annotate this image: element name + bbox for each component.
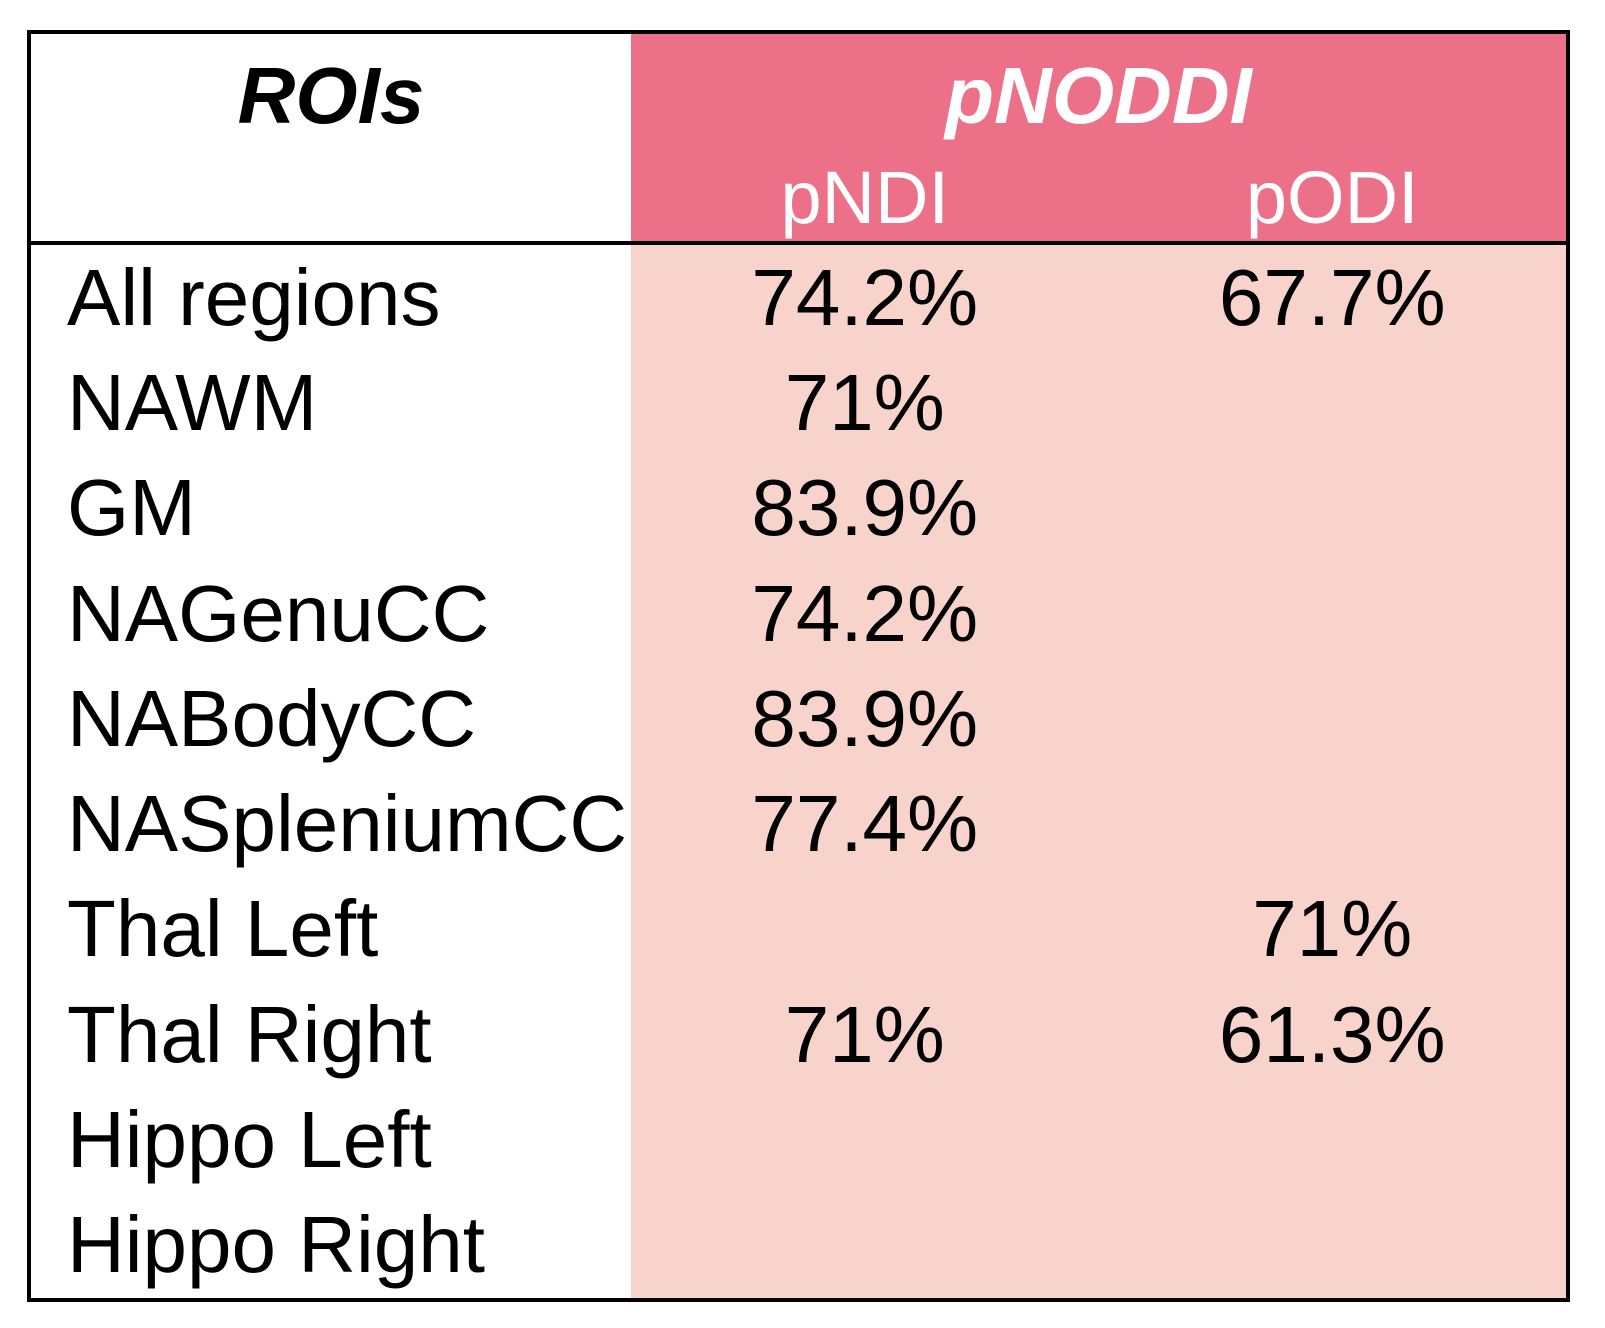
table-row: GM 83.9% [31, 455, 1566, 561]
roi-label: NABodyCC [31, 678, 631, 759]
table-row: Thal Left 71% [31, 876, 1566, 983]
table-row: All regions 74.2% 67.7% [31, 245, 1566, 351]
pndi-value: 71% [631, 350, 1099, 456]
table-row: NAWM 71% [31, 350, 1566, 456]
rois-column-title: ROIs [237, 51, 425, 140]
pndi-value [631, 1192, 1099, 1298]
pndi-column-header: pNDI [780, 156, 950, 239]
pndi-value: 71% [631, 982, 1099, 1088]
pnoddi-header-cell: pNODDI pNDI pODI [631, 34, 1566, 241]
table-row: NASpleniumCC 77.4% [31, 771, 1566, 877]
table-row: NAGenuCC 74.2% [31, 560, 1566, 667]
pndi-value: 74.2% [631, 560, 1099, 667]
roi-label: Hippo Right [31, 1205, 631, 1286]
podi-value [1098, 1087, 1566, 1193]
podi-value [1098, 350, 1566, 456]
podi-value [1098, 1192, 1566, 1298]
podi-value: 71% [1098, 876, 1566, 983]
podi-column-header: pODI [1245, 156, 1419, 239]
pndi-value [631, 876, 1099, 983]
roi-label: GM [31, 468, 631, 549]
roi-label: Thal Right [31, 994, 631, 1075]
pndi-value [631, 1087, 1099, 1193]
roi-label: Hippo Left [31, 1100, 631, 1181]
podi-value: 67.7% [1098, 245, 1566, 351]
roi-label: Thal Left [31, 889, 631, 970]
pndi-value: 83.9% [631, 666, 1099, 772]
pndi-value: 77.4% [631, 771, 1099, 877]
pndi-value: 83.9% [631, 455, 1099, 561]
pnoddi-group-title: pNODDI [945, 51, 1252, 140]
rois-header-cell: ROIs [31, 34, 631, 241]
table-row: NABodyCC 83.9% [31, 666, 1566, 772]
pndi-value: 74.2% [631, 245, 1099, 351]
table-row: Thal Right 71% 61.3% [31, 982, 1566, 1088]
podi-value [1098, 771, 1566, 877]
sub-header-row: pNDI pODI [631, 161, 1566, 235]
table-row: Hippo Right [31, 1192, 1566, 1298]
table-row: Hippo Left [31, 1087, 1566, 1193]
table-body: All regions 74.2% 67.7% NAWM 71% GM 83.9… [31, 245, 1566, 1298]
table-header-row: ROIs pNODDI pNDI pODI [31, 34, 1566, 245]
podi-value: 61.3% [1098, 982, 1566, 1088]
podi-value [1098, 455, 1566, 561]
roi-label: All regions [31, 257, 631, 338]
podi-value [1098, 666, 1566, 772]
roi-label: NAGenuCC [31, 573, 631, 654]
roi-label: NASpleniumCC [31, 784, 631, 865]
roi-pnoddi-table: ROIs pNODDI pNDI pODI All regions 74.2% … [27, 30, 1570, 1302]
roi-label: NAWM [31, 362, 631, 443]
podi-value [1098, 560, 1566, 667]
